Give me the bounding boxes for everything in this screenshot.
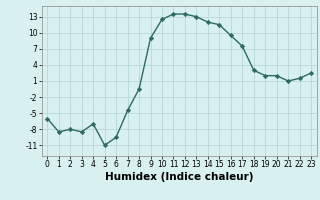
X-axis label: Humidex (Indice chaleur): Humidex (Indice chaleur) [105,172,253,182]
